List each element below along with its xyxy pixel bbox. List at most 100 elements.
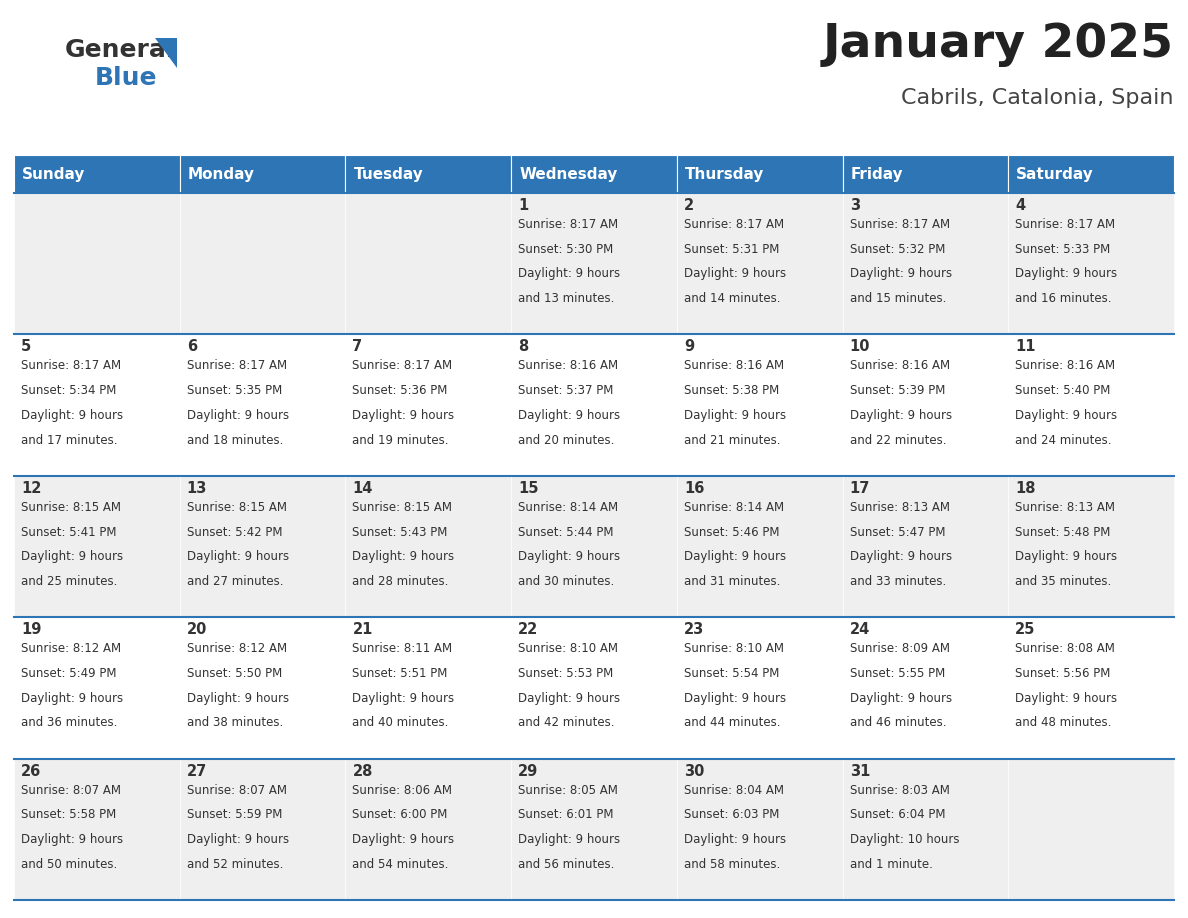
Text: Sunrise: 8:12 AM: Sunrise: 8:12 AM [187, 643, 286, 655]
FancyBboxPatch shape [842, 617, 1009, 758]
Text: Sunrise: 8:16 AM: Sunrise: 8:16 AM [518, 360, 618, 373]
Text: Sunset: 5:47 PM: Sunset: 5:47 PM [849, 525, 946, 539]
Text: Sunset: 5:34 PM: Sunset: 5:34 PM [21, 384, 116, 397]
Text: Sunrise: 8:17 AM: Sunrise: 8:17 AM [353, 360, 453, 373]
FancyBboxPatch shape [346, 476, 511, 617]
Text: Sunset: 5:51 PM: Sunset: 5:51 PM [353, 667, 448, 680]
Text: 2: 2 [684, 198, 694, 213]
Text: Daylight: 9 hours: Daylight: 9 hours [353, 834, 455, 846]
Text: and 42 minutes.: and 42 minutes. [518, 716, 614, 730]
Text: 29: 29 [518, 764, 538, 778]
Text: and 24 minutes.: and 24 minutes. [1016, 433, 1112, 447]
Text: 18: 18 [1016, 481, 1036, 496]
FancyBboxPatch shape [179, 193, 346, 334]
Text: Daylight: 9 hours: Daylight: 9 hours [684, 267, 786, 281]
Text: and 20 minutes.: and 20 minutes. [518, 433, 614, 447]
Text: Sunday: Sunday [23, 166, 86, 182]
Text: Daylight: 9 hours: Daylight: 9 hours [187, 691, 289, 705]
Text: Sunset: 5:58 PM: Sunset: 5:58 PM [21, 809, 116, 822]
Text: and 54 minutes.: and 54 minutes. [353, 857, 449, 871]
Text: Sunset: 5:54 PM: Sunset: 5:54 PM [684, 667, 779, 680]
Text: 17: 17 [849, 481, 870, 496]
FancyBboxPatch shape [346, 617, 511, 758]
Text: Sunset: 5:38 PM: Sunset: 5:38 PM [684, 384, 779, 397]
FancyBboxPatch shape [842, 155, 1009, 193]
Text: Sunset: 5:44 PM: Sunset: 5:44 PM [518, 525, 614, 539]
Text: 26: 26 [21, 764, 42, 778]
Text: and 40 minutes.: and 40 minutes. [353, 716, 449, 730]
Text: and 22 minutes.: and 22 minutes. [849, 433, 946, 447]
Text: Sunset: 6:03 PM: Sunset: 6:03 PM [684, 809, 779, 822]
Text: Sunrise: 8:16 AM: Sunrise: 8:16 AM [1016, 360, 1116, 373]
FancyBboxPatch shape [1009, 334, 1174, 476]
FancyBboxPatch shape [14, 617, 179, 758]
FancyBboxPatch shape [842, 193, 1009, 334]
Text: Daylight: 9 hours: Daylight: 9 hours [187, 409, 289, 422]
Text: Sunrise: 8:11 AM: Sunrise: 8:11 AM [353, 643, 453, 655]
Text: Daylight: 9 hours: Daylight: 9 hours [849, 550, 952, 564]
Text: Daylight: 9 hours: Daylight: 9 hours [684, 409, 786, 422]
Text: Sunrise: 8:15 AM: Sunrise: 8:15 AM [21, 501, 121, 514]
Text: Sunrise: 8:15 AM: Sunrise: 8:15 AM [353, 501, 453, 514]
Text: 3: 3 [849, 198, 860, 213]
Text: Sunrise: 8:16 AM: Sunrise: 8:16 AM [684, 360, 784, 373]
Text: and 38 minutes.: and 38 minutes. [187, 716, 283, 730]
Text: Sunrise: 8:07 AM: Sunrise: 8:07 AM [21, 784, 121, 797]
Text: Daylight: 9 hours: Daylight: 9 hours [21, 550, 124, 564]
Text: Daylight: 10 hours: Daylight: 10 hours [849, 834, 959, 846]
Text: Sunset: 5:55 PM: Sunset: 5:55 PM [849, 667, 944, 680]
Text: and 48 minutes.: and 48 minutes. [1016, 716, 1112, 730]
FancyBboxPatch shape [677, 155, 842, 193]
Text: Sunset: 5:46 PM: Sunset: 5:46 PM [684, 525, 779, 539]
Text: Daylight: 9 hours: Daylight: 9 hours [353, 409, 455, 422]
Text: Sunset: 5:36 PM: Sunset: 5:36 PM [353, 384, 448, 397]
Text: Sunrise: 8:06 AM: Sunrise: 8:06 AM [353, 784, 453, 797]
Text: and 52 minutes.: and 52 minutes. [187, 857, 283, 871]
Text: Sunset: 5:53 PM: Sunset: 5:53 PM [518, 667, 613, 680]
Text: and 18 minutes.: and 18 minutes. [187, 433, 283, 447]
Text: 13: 13 [187, 481, 207, 496]
FancyBboxPatch shape [1009, 155, 1174, 193]
Text: Daylight: 9 hours: Daylight: 9 hours [849, 691, 952, 705]
Text: 22: 22 [518, 622, 538, 637]
Text: Sunrise: 8:08 AM: Sunrise: 8:08 AM [1016, 643, 1116, 655]
FancyBboxPatch shape [677, 334, 842, 476]
Text: Sunrise: 8:05 AM: Sunrise: 8:05 AM [518, 784, 618, 797]
Text: Daylight: 9 hours: Daylight: 9 hours [353, 550, 455, 564]
Text: Sunset: 5:39 PM: Sunset: 5:39 PM [849, 384, 944, 397]
Text: Daylight: 9 hours: Daylight: 9 hours [684, 550, 786, 564]
Text: Sunrise: 8:09 AM: Sunrise: 8:09 AM [849, 643, 949, 655]
Text: Sunrise: 8:17 AM: Sunrise: 8:17 AM [187, 360, 286, 373]
Text: and 21 minutes.: and 21 minutes. [684, 433, 781, 447]
Text: Sunrise: 8:15 AM: Sunrise: 8:15 AM [187, 501, 286, 514]
FancyBboxPatch shape [179, 758, 346, 900]
Text: Sunrise: 8:17 AM: Sunrise: 8:17 AM [684, 218, 784, 231]
Text: 6: 6 [187, 340, 197, 354]
FancyBboxPatch shape [511, 155, 677, 193]
Text: Daylight: 9 hours: Daylight: 9 hours [518, 691, 620, 705]
Text: 11: 11 [1016, 340, 1036, 354]
Text: Sunset: 6:04 PM: Sunset: 6:04 PM [849, 809, 946, 822]
Text: 31: 31 [849, 764, 870, 778]
Text: and 28 minutes.: and 28 minutes. [353, 575, 449, 588]
Text: Daylight: 9 hours: Daylight: 9 hours [353, 691, 455, 705]
Text: 25: 25 [1016, 622, 1036, 637]
Text: Sunrise: 8:17 AM: Sunrise: 8:17 AM [21, 360, 121, 373]
Text: Sunset: 5:30 PM: Sunset: 5:30 PM [518, 242, 613, 256]
Text: and 44 minutes.: and 44 minutes. [684, 716, 781, 730]
FancyBboxPatch shape [346, 155, 511, 193]
FancyBboxPatch shape [179, 617, 346, 758]
FancyBboxPatch shape [511, 193, 677, 334]
Text: Daylight: 9 hours: Daylight: 9 hours [187, 834, 289, 846]
Text: Daylight: 9 hours: Daylight: 9 hours [849, 267, 952, 281]
FancyBboxPatch shape [677, 617, 842, 758]
Text: Sunrise: 8:16 AM: Sunrise: 8:16 AM [849, 360, 949, 373]
Text: Sunrise: 8:17 AM: Sunrise: 8:17 AM [518, 218, 618, 231]
Text: General: General [65, 38, 176, 62]
Text: Sunset: 5:49 PM: Sunset: 5:49 PM [21, 667, 116, 680]
Text: Daylight: 9 hours: Daylight: 9 hours [21, 691, 124, 705]
FancyBboxPatch shape [842, 334, 1009, 476]
Text: 24: 24 [849, 622, 870, 637]
FancyBboxPatch shape [511, 617, 677, 758]
Text: Sunrise: 8:10 AM: Sunrise: 8:10 AM [518, 643, 618, 655]
